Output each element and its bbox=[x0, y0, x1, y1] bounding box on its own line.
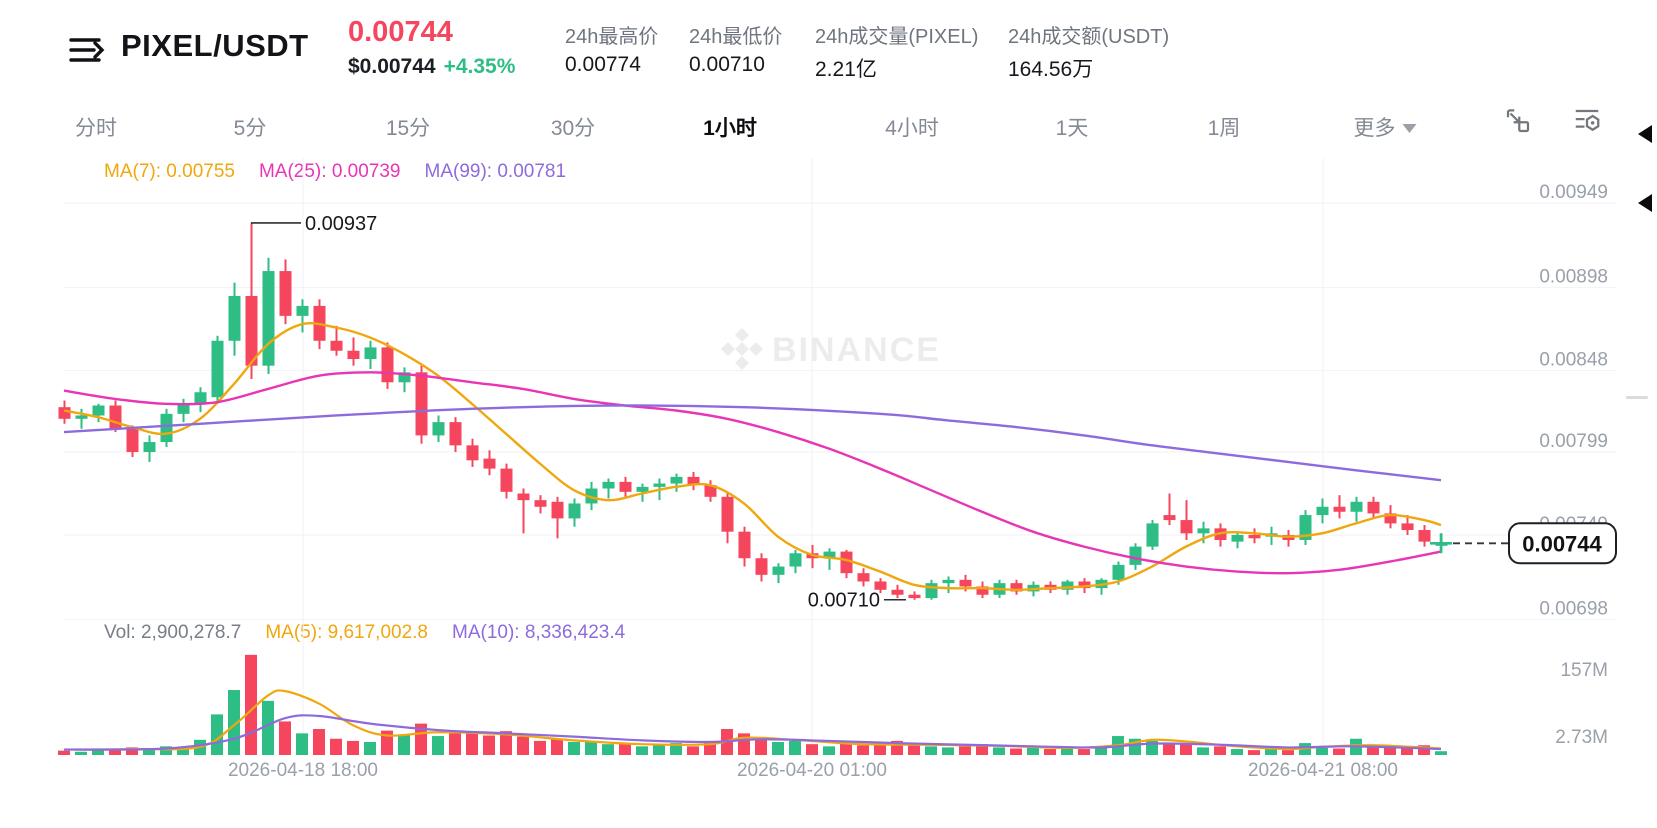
svg-text:0.00898: 0.00898 bbox=[1539, 267, 1608, 288]
stat-volume-label: 24h成交量(PIXEL) bbox=[815, 26, 979, 48]
stat-high-value: 0.00774 bbox=[565, 53, 641, 76]
ma25-legend: MA(25): 0.00739 bbox=[258, 161, 401, 182]
vol-ma10-legend: MA(10): 8,336,423.4 bbox=[452, 622, 626, 643]
volume-legend: Vol: 2,900,278.7 MA(5): 9,617,002.8 MA(1… bbox=[104, 622, 625, 644]
vol-legend: Vol: 2,900,278.7 bbox=[104, 622, 242, 643]
stat-low-value: 0.00710 bbox=[689, 53, 765, 76]
stat-quote-volume-label: 24h成交额(USDT) bbox=[1008, 26, 1170, 48]
tab-1d[interactable]: 1天 bbox=[1055, 117, 1089, 140]
tab-30m[interactable]: 30分 bbox=[550, 117, 596, 140]
side-handle[interactable] bbox=[1626, 396, 1648, 399]
candlestick-series bbox=[58, 222, 1448, 600]
stat-volume-value: 2.21亿 bbox=[815, 58, 877, 81]
price-axis-labels: 0.009490.008980.008480.007990.007490.006… bbox=[228, 182, 1608, 781]
gridlines bbox=[64, 158, 1617, 756]
last-price-marker: 0.00744 bbox=[1430, 522, 1617, 565]
stat-quote-volume-value: 164.56万 bbox=[1008, 58, 1094, 81]
last-price-box bbox=[1508, 522, 1617, 565]
svg-text:2026-04-21 08:00: 2026-04-21 08:00 bbox=[1248, 760, 1398, 781]
vol-ma5-legend: MA(5): 9,617,002.8 bbox=[265, 622, 428, 643]
tab-1h[interactable]: 1小时 bbox=[703, 117, 757, 140]
more-label: 更多 bbox=[1353, 117, 1396, 140]
ma7-legend: MA(7): 0.00755 bbox=[104, 161, 235, 182]
stat-low-label: 24h最低价 bbox=[689, 26, 783, 48]
indicator-gear-icon bbox=[1575, 109, 1600, 132]
change-percent: +4.35% bbox=[443, 55, 516, 78]
collapse-panel-arrow-top[interactable] bbox=[1638, 125, 1652, 143]
price-ma-legend: MA(7): 0.00755 MA(25): 0.00739 MA(99): 0… bbox=[104, 161, 566, 183]
usd-price-row: $0.00744 +4.35% bbox=[348, 55, 515, 79]
svg-text:BINANCE: BINANCE bbox=[772, 331, 941, 369]
hi-lo-annotations: 0.00937 0.00710 bbox=[251, 213, 906, 612]
indicator-settings-button[interactable] bbox=[1572, 106, 1602, 136]
svg-text:0.00848: 0.00848 bbox=[1539, 350, 1608, 371]
binance-watermark: BINANCE bbox=[721, 328, 941, 370]
resize-arrow-icon bbox=[1506, 109, 1530, 133]
market-switch-icon[interactable] bbox=[68, 34, 108, 66]
svg-text:0.00698: 0.00698 bbox=[1539, 599, 1608, 620]
high-price-annotation: 0.00937 bbox=[305, 213, 377, 235]
hamburger-arrow-icon bbox=[69, 38, 105, 62]
svg-text:0.00949: 0.00949 bbox=[1539, 182, 1608, 203]
tab-15m[interactable]: 15分 bbox=[385, 117, 431, 140]
usd-price: $0.00744 bbox=[348, 55, 436, 78]
svg-text:2026-04-20 01:00: 2026-04-20 01:00 bbox=[737, 760, 887, 781]
ma-lines bbox=[63, 322, 1442, 751]
collapse-panel-arrow-chart[interactable] bbox=[1638, 194, 1652, 212]
svg-text:157M: 157M bbox=[1560, 660, 1608, 681]
svg-text:0.00799: 0.00799 bbox=[1539, 431, 1608, 452]
tab-5m[interactable]: 5分 bbox=[233, 117, 267, 140]
tab-1w[interactable]: 1周 bbox=[1207, 117, 1241, 140]
low-price-annotation: 0.00710 bbox=[808, 590, 880, 612]
svg-text:2026-04-18 18:00: 2026-04-18 18:00 bbox=[228, 760, 378, 781]
tab-timeline[interactable]: 分时 bbox=[75, 117, 117, 140]
tab-4h[interactable]: 4小时 bbox=[885, 117, 939, 140]
last-price-box-value: 0.00744 bbox=[1522, 531, 1602, 556]
tab-more[interactable]: 更多 bbox=[1348, 108, 1423, 146]
stat-high-label: 24h最高价 bbox=[565, 26, 659, 48]
chevron-down-icon bbox=[1402, 124, 1417, 133]
pair-title: PIXEL/USDT bbox=[121, 28, 309, 63]
svg-text:2.73M: 2.73M bbox=[1555, 727, 1608, 748]
ma99-legend: MA(99): 0.00781 bbox=[424, 161, 567, 182]
last-price: 0.00744 bbox=[348, 16, 453, 48]
chart-scale-button[interactable] bbox=[1503, 106, 1533, 136]
